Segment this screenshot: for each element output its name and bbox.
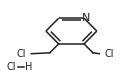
- Text: Cl: Cl: [17, 49, 26, 59]
- Text: H: H: [25, 62, 32, 72]
- Text: N: N: [81, 13, 90, 23]
- Text: Cl: Cl: [6, 62, 16, 72]
- Text: Cl: Cl: [104, 49, 114, 59]
